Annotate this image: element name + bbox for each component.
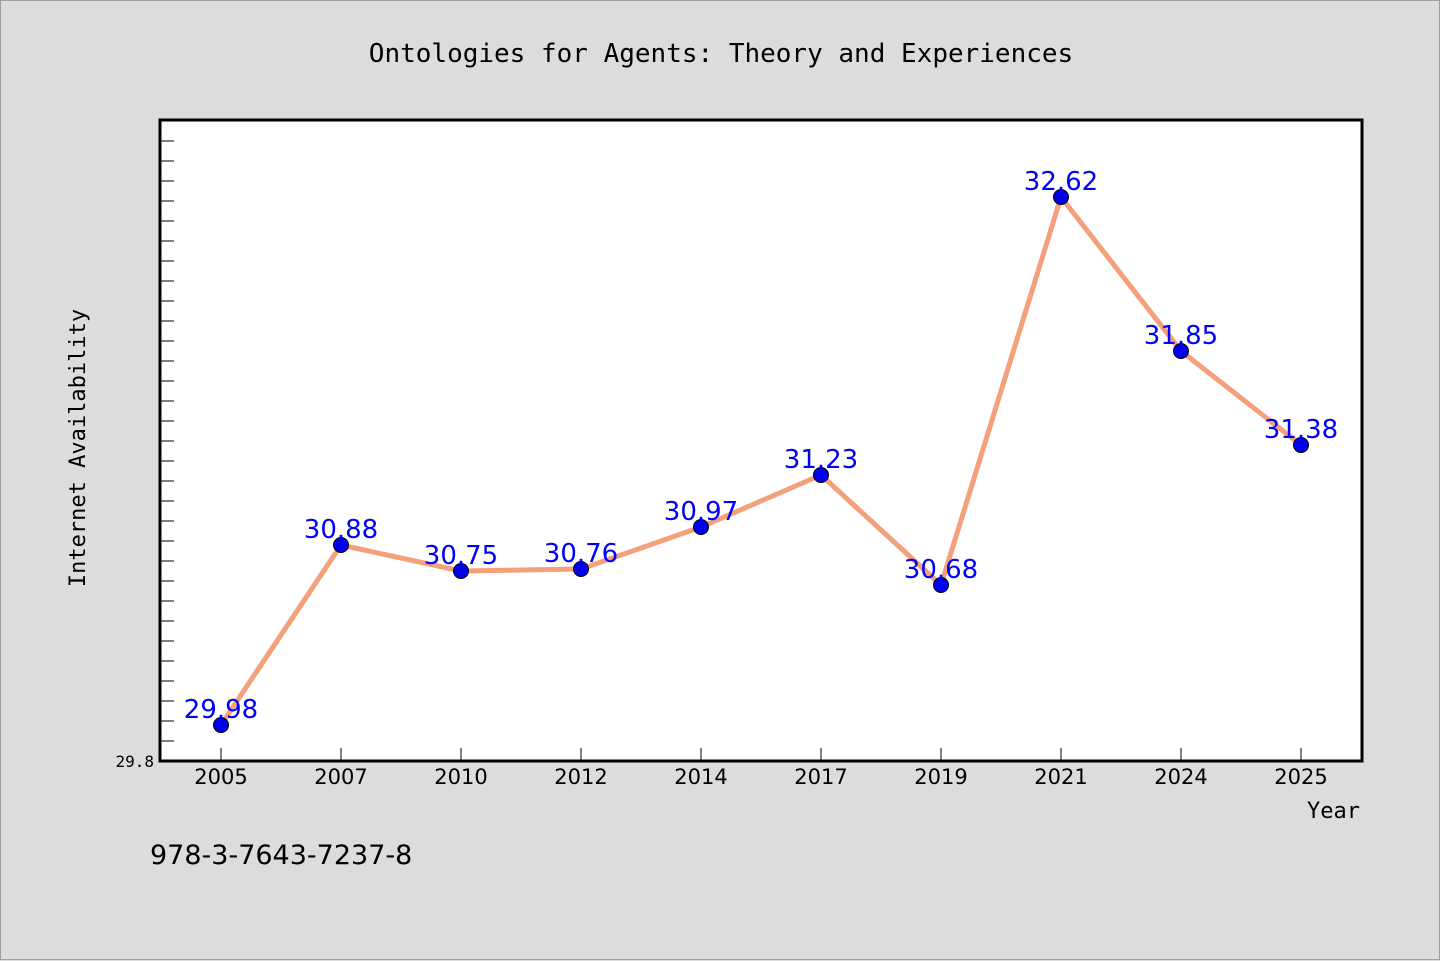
data-label: 30.76 bbox=[544, 539, 618, 569]
data-label: 30.97 bbox=[664, 497, 738, 527]
data-label: 32.62 bbox=[1024, 167, 1098, 197]
x-tick-label: 2007 bbox=[314, 765, 367, 789]
data-point bbox=[693, 519, 709, 535]
data-point bbox=[813, 467, 829, 483]
plot-area bbox=[158, 118, 1364, 763]
data-point bbox=[453, 563, 469, 579]
data-point bbox=[333, 537, 349, 553]
data-markers bbox=[213, 189, 1309, 733]
x-tick-label: 2024 bbox=[1154, 765, 1207, 789]
data-point bbox=[1293, 437, 1309, 453]
x-tick-label: 2005 bbox=[194, 765, 247, 789]
data-point bbox=[213, 717, 229, 733]
data-point bbox=[1173, 343, 1189, 359]
x-tick-label: 2021 bbox=[1034, 765, 1087, 789]
x-tick-label: 2019 bbox=[914, 765, 967, 789]
data-label: 31.38 bbox=[1264, 415, 1338, 445]
data-label: 30.75 bbox=[424, 541, 498, 571]
data-point bbox=[1053, 189, 1069, 205]
data-point bbox=[573, 561, 589, 577]
x-tick-label: 2010 bbox=[434, 765, 487, 789]
x-axis-title: Year bbox=[1307, 799, 1360, 824]
data-label: 29.98 bbox=[184, 695, 258, 725]
data-label: 30.68 bbox=[904, 555, 978, 585]
data-label: 31.23 bbox=[784, 445, 858, 475]
y-axis-ticks bbox=[161, 120, 174, 762]
series-line bbox=[218, 194, 1304, 728]
x-tick-label: 2014 bbox=[674, 765, 727, 789]
x-tick-label: 2025 bbox=[1274, 765, 1327, 789]
y-tick-label: 29.8 bbox=[115, 752, 154, 771]
x-tick-label: 2017 bbox=[794, 765, 847, 789]
x-axis-tick-labels: 2005 2007 2010 2012 2014 2017 2019 2021 2024 2025 bbox=[194, 765, 1327, 789]
data-label: 30.88 bbox=[304, 515, 378, 545]
isbn-text: 978-3-7643-7237-8 bbox=[150, 840, 412, 871]
data-labels: 29.98 30.88 30.75 30.76 30.97 31.23 30.68 32.62… bbox=[184, 167, 1338, 725]
y-axis-title: Internet Availability bbox=[66, 309, 91, 587]
data-point bbox=[933, 577, 949, 593]
chart-title: Ontologies for Agents: Theory and Experi… bbox=[369, 39, 1073, 69]
x-tick-label: 2012 bbox=[554, 765, 607, 789]
data-label: 31.85 bbox=[1144, 321, 1218, 351]
x-axis-ticks bbox=[220, 748, 1302, 761]
